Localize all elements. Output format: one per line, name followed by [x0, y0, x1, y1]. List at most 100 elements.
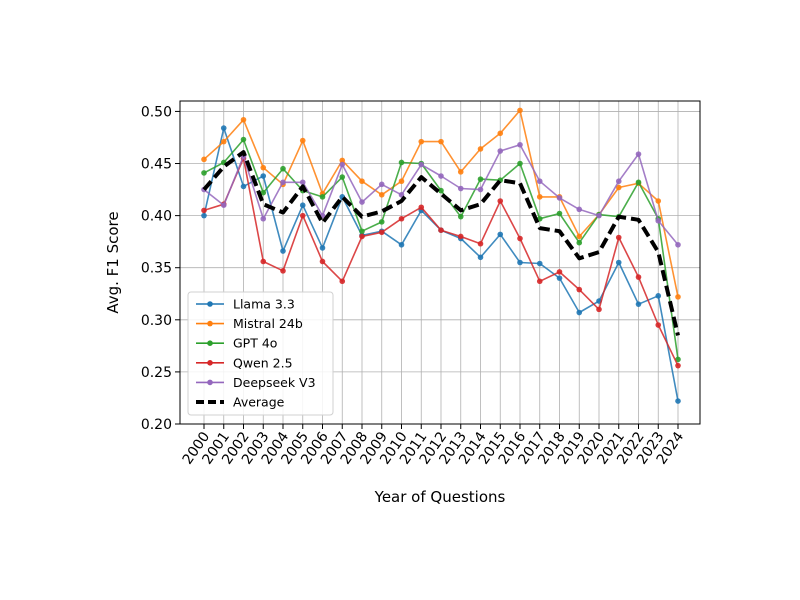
y-tick-label: 0.45	[141, 157, 172, 173]
data-point	[615, 184, 622, 191]
data-point	[635, 179, 642, 186]
x-axis: 2000200120022003200420052006200720082009…	[180, 424, 687, 467]
series-line	[202, 150, 680, 336]
data-point	[398, 241, 405, 248]
data-point	[576, 309, 583, 316]
legend: Llama 3.3 Mistral 24b GPT 4o Qwen 2.5 Deepse…	[187, 291, 334, 416]
data-point	[536, 278, 543, 285]
data-point	[280, 268, 286, 274]
data-point	[457, 169, 464, 175]
data-point	[517, 141, 523, 148]
data-point	[418, 204, 425, 211]
data-point	[615, 234, 622, 241]
data-point	[438, 173, 444, 179]
data-point	[438, 227, 444, 233]
data-point	[477, 146, 484, 152]
data-point	[299, 202, 306, 208]
data-point	[359, 233, 365, 240]
data-point	[655, 198, 662, 204]
legend-label: Deepseek V3	[233, 375, 316, 390]
data-point	[556, 269, 563, 275]
y-tick-label: 0.40	[141, 209, 172, 225]
data-point	[260, 258, 267, 265]
data-point	[378, 229, 385, 236]
data-point	[240, 183, 247, 190]
data-point	[339, 174, 346, 180]
data-point	[438, 187, 444, 194]
legend-item: Qwen 2.5	[196, 355, 293, 370]
y-axis: 0.20 0.25 0.30 0.35 0.40 0.45 0.50	[141, 104, 180, 433]
data-point	[497, 148, 504, 154]
data-point	[260, 215, 267, 222]
data-point	[536, 194, 543, 200]
legend-item: Deepseek V3	[196, 375, 316, 390]
data-point	[675, 241, 681, 248]
legend-marker	[207, 379, 213, 386]
data-point	[260, 164, 267, 171]
data-point	[635, 151, 642, 157]
data-point	[536, 178, 543, 185]
data-point	[359, 178, 365, 185]
legend-item: GPT 4o	[196, 336, 277, 351]
data-point	[556, 210, 563, 217]
data-point	[615, 259, 622, 266]
data-point	[398, 178, 405, 185]
data-point	[339, 278, 346, 285]
legend-label: Qwen 2.5	[233, 355, 293, 370]
data-point	[359, 199, 365, 205]
data-point	[477, 186, 484, 193]
legend-label: Llama 3.3	[233, 297, 295, 312]
data-point	[635, 301, 642, 307]
data-point	[536, 260, 543, 267]
data-point	[280, 179, 286, 186]
data-point	[497, 198, 504, 204]
data-point	[655, 293, 662, 299]
data-point	[260, 173, 267, 179]
data-point	[418, 138, 425, 145]
data-point	[497, 130, 504, 137]
data-point	[457, 185, 464, 192]
data-point	[477, 176, 484, 182]
legend-marker	[207, 340, 213, 347]
y-tick-label: 0.35	[141, 261, 172, 277]
data-point	[220, 202, 227, 208]
data-point	[457, 233, 464, 240]
data-point	[201, 212, 207, 219]
y-tick-label: 0.20	[141, 417, 172, 433]
data-point	[596, 306, 602, 313]
data-point	[418, 161, 425, 168]
legend-item: Average	[196, 395, 285, 410]
legend-item: Llama 3.3	[196, 297, 295, 312]
data-point	[280, 165, 286, 172]
data-point	[477, 254, 484, 261]
data-point	[378, 181, 385, 188]
data-point	[220, 125, 227, 131]
data-point	[576, 233, 583, 240]
data-point	[556, 275, 563, 281]
data-point	[517, 160, 523, 167]
data-point	[438, 138, 444, 145]
data-point	[615, 178, 622, 185]
data-point	[240, 116, 247, 123]
plot-frame	[179, 100, 701, 425]
data-point	[596, 212, 602, 219]
data-point	[378, 191, 385, 198]
data-point	[280, 248, 286, 254]
data-point	[201, 156, 207, 163]
y-tick-label: 0.25	[141, 365, 172, 381]
data-point	[299, 137, 306, 144]
legend-box	[187, 291, 334, 416]
y-axis-title: Avg. F1 Score	[104, 211, 122, 313]
data-point	[576, 206, 583, 213]
data-point	[675, 398, 681, 404]
data-point	[675, 294, 681, 300]
data-point	[517, 259, 523, 266]
legend-label: Mistral 24b	[233, 316, 303, 331]
data-point	[398, 215, 405, 222]
data-point	[635, 274, 642, 280]
legend-marker	[207, 301, 213, 307]
data-point	[339, 157, 346, 164]
data-point	[299, 212, 306, 219]
legend-label: GPT 4o	[233, 336, 277, 351]
